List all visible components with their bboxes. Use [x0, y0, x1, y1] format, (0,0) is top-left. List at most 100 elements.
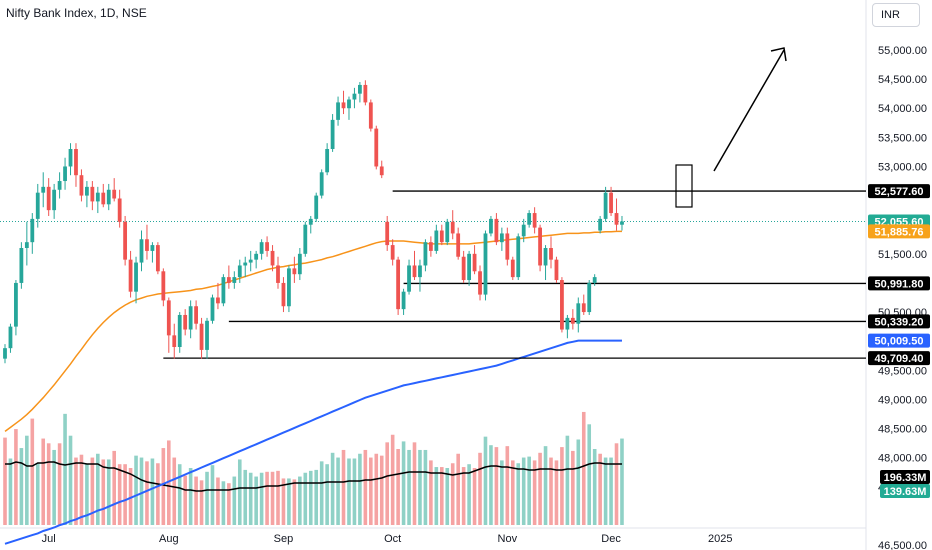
- grid: [0, 0, 867, 550]
- candle-body: [74, 149, 78, 176]
- candle-body: [368, 102, 373, 129]
- volume-bar: [543, 446, 548, 525]
- candle-body: [297, 253, 302, 275]
- candle-body: [527, 213, 532, 225]
- candle-body: [385, 221, 390, 246]
- volume-bar: [571, 450, 575, 525]
- volume-bar: [472, 468, 477, 525]
- candle-body: [319, 172, 324, 196]
- time-tick-label: Dec: [601, 533, 621, 545]
- candle-body: [603, 192, 608, 219]
- volume-bar: [145, 461, 149, 525]
- candle-body: [358, 84, 362, 94]
- volume-bar: [418, 449, 422, 525]
- price-tick-label: 48,000.00: [878, 453, 927, 465]
- price-tick-label: 54,000.00: [878, 103, 927, 115]
- volume-bar: [85, 464, 89, 525]
- volume-bar: [188, 468, 193, 525]
- candle-body: [292, 268, 297, 275]
- price-tick-label: 49,000.00: [878, 394, 927, 406]
- price-tag-label: 51,885.76: [875, 226, 924, 238]
- time-tick-label: 2025: [708, 533, 732, 545]
- candle-body: [128, 259, 133, 292]
- volume-bar: [254, 476, 258, 525]
- volume-bar: [396, 449, 400, 525]
- candle-body: [396, 259, 401, 310]
- volume-bar: [96, 453, 100, 525]
- volume-bar: [363, 449, 368, 525]
- candle-body: [576, 303, 581, 324]
- candle-body: [237, 265, 242, 278]
- volume-bar: [358, 453, 362, 525]
- candle-body: [52, 189, 57, 211]
- candle-body: [216, 297, 220, 304]
- currency-button[interactable]: INR: [872, 3, 920, 27]
- volume-bar: [292, 479, 297, 525]
- volume-bar: [3, 437, 7, 525]
- target-box: [675, 164, 693, 208]
- candle-body: [587, 282, 592, 313]
- candle-body: [270, 250, 275, 266]
- volume-bar: [134, 455, 138, 525]
- candle-body: [614, 213, 619, 225]
- candle-body: [494, 218, 499, 243]
- volume-bar: [106, 459, 111, 525]
- candle-body: [150, 245, 155, 251]
- chart-title: Nifty Bank Index, 1D, NSE: [6, 6, 147, 20]
- candle-body: [259, 242, 264, 254]
- candle-body: [428, 242, 433, 251]
- candle-body: [303, 224, 308, 254]
- volume-bar: [538, 452, 542, 525]
- volume-bar: [117, 464, 122, 525]
- volume-bar: [341, 449, 346, 525]
- candle-body: [14, 282, 18, 327]
- volume-bar: [598, 453, 602, 525]
- volume-bar: [314, 469, 319, 525]
- candle-body: [205, 320, 209, 350]
- price-tick-label: 48,500.00: [878, 424, 927, 436]
- candle-body: [314, 195, 319, 219]
- volume-bar: [450, 463, 455, 525]
- candle-body: [336, 102, 340, 120]
- candle-body: [85, 186, 89, 196]
- volume-bar: [46, 443, 51, 525]
- volume-bar: [156, 463, 160, 525]
- volume-bar: [139, 457, 144, 525]
- volume-bar: [74, 457, 78, 525]
- candle-body: [57, 181, 62, 190]
- volume-bar: [483, 436, 488, 525]
- volume-bar: [401, 441, 406, 525]
- candle-body: [570, 317, 575, 324]
- candle-body: [265, 242, 269, 251]
- volume-bar: [379, 455, 384, 525]
- candle-body: [549, 248, 553, 260]
- volume-bar: [63, 413, 67, 525]
- volume-bar: [385, 442, 389, 525]
- candle-body: [565, 317, 570, 330]
- volume-bar: [429, 460, 433, 525]
- volume-bar: [467, 464, 471, 525]
- volume-bar: [532, 460, 537, 525]
- candle-body: [510, 259, 515, 278]
- price-tick-label: 49,500.00: [878, 365, 927, 377]
- candle-body: [407, 265, 411, 292]
- volume-bar: [516, 463, 521, 525]
- time-tick-label: Sep: [274, 533, 294, 545]
- price-tag: [868, 276, 930, 291]
- volume-bar: [603, 457, 608, 525]
- candle-body: [35, 192, 40, 219]
- candle-body: [276, 265, 280, 283]
- candle-body: [30, 218, 35, 243]
- volume-bar: [303, 472, 308, 525]
- candle-body: [24, 242, 29, 248]
- volume-bar: [505, 446, 510, 525]
- price-tag: [868, 224, 930, 239]
- volume-bar: [565, 435, 570, 525]
- candle-body: [423, 242, 428, 266]
- candle-body: [106, 189, 111, 205]
- time-axis[interactable]: Jul Aug Sep Oct Nov Dec 2025: [42, 533, 733, 545]
- candle-body: [418, 265, 422, 278]
- candle-body: [254, 253, 259, 260]
- volume-bar: [30, 418, 35, 525]
